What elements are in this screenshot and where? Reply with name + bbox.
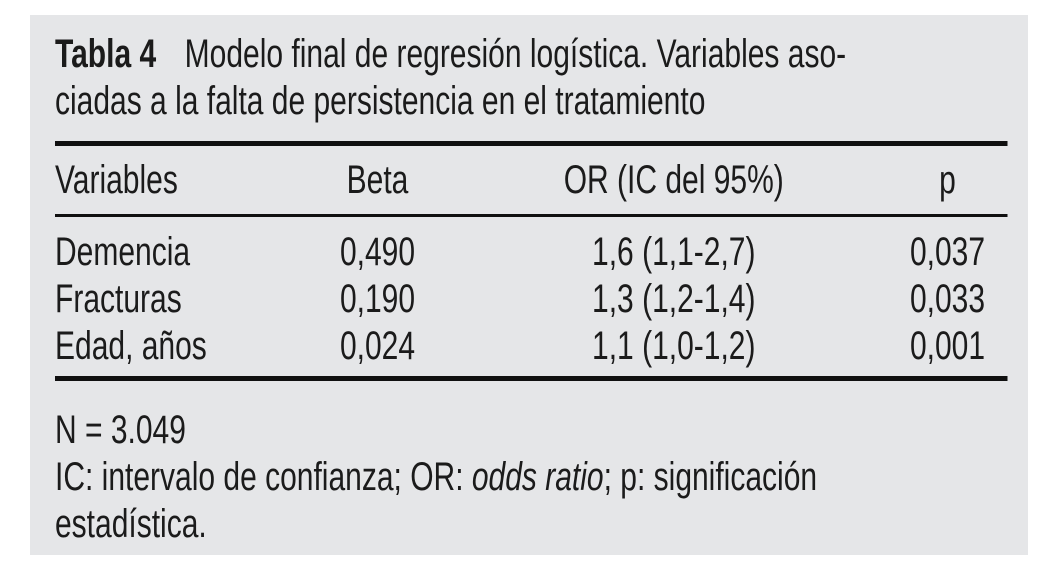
legend-text-post: ; p: significación	[603, 455, 818, 499]
legend-text-pre: IC: intervalo de confianza; OR:	[55, 455, 472, 499]
cell-p: 0,037	[909, 230, 986, 274]
cell-or-ci: 1,3 (1,2-1,4)	[592, 277, 756, 321]
column-header-beta: Beta	[295, 146, 460, 217]
cell-beta: 0,024	[339, 324, 416, 368]
odds-ratio-italic: odds ratio	[471, 455, 604, 499]
table-row: Fracturas 0,190 1,3 (1,2-1,4) 0,033	[55, 276, 1008, 323]
abbreviations-note-line2: estadística.	[55, 502, 207, 546]
table-row: Edad, años 0,024 1,1 (1,0-1,2) 0,001	[55, 323, 1008, 376]
column-header-or-ci: OR (IC del 95%)	[460, 146, 888, 217]
footnotes: N = 3.049 IC: intervalo de confianza; OR…	[55, 407, 1008, 548]
caption-line-2: ciadas a la falta de persistencia en el …	[55, 79, 706, 123]
cell-p: 0,033	[909, 277, 986, 321]
cell-or-ci: 1,6 (1,1-2,7)	[592, 230, 756, 274]
column-header-p: p	[887, 146, 1008, 217]
table-caption: Tabla 4 Modelo final de regresión logísti…	[55, 31, 1008, 125]
table-figure-content: Tabla 4 Modelo final de regresión logísti…	[55, 31, 1008, 548]
column-header-variables: Variables	[55, 146, 295, 217]
table-row: Demencia 0,490 1,6 (1,1-2,7) 0,037	[55, 216, 1008, 277]
bottom-rule	[55, 376, 1008, 381]
cell-beta: 0,490	[339, 230, 416, 274]
cell-variable: Demencia	[55, 230, 191, 274]
cell-beta: 0,190	[339, 277, 416, 321]
table-number-label: Tabla 4	[55, 32, 157, 76]
cell-or-ci: 1,1 (1,0-1,2)	[592, 324, 756, 368]
caption-line-1: Modelo final de regresión logística. Var…	[184, 32, 847, 76]
cell-p: 0,001	[909, 324, 986, 368]
cell-variable: Edad, años	[55, 324, 207, 368]
header-row: Variables Beta OR (IC del 95%) p	[55, 146, 1008, 217]
regression-table: Variables Beta OR (IC del 95%) p Demenci…	[55, 146, 1008, 376]
top-rule	[55, 141, 1008, 146]
table-figure-panel: Tabla 4 Modelo final de regresión logísti…	[30, 15, 1028, 555]
cell-variable: Fracturas	[55, 277, 182, 321]
abbreviations-note: IC: intervalo de confianza; OR: odds rat…	[55, 454, 1008, 501]
sample-size-note: N = 3.049	[55, 408, 186, 452]
